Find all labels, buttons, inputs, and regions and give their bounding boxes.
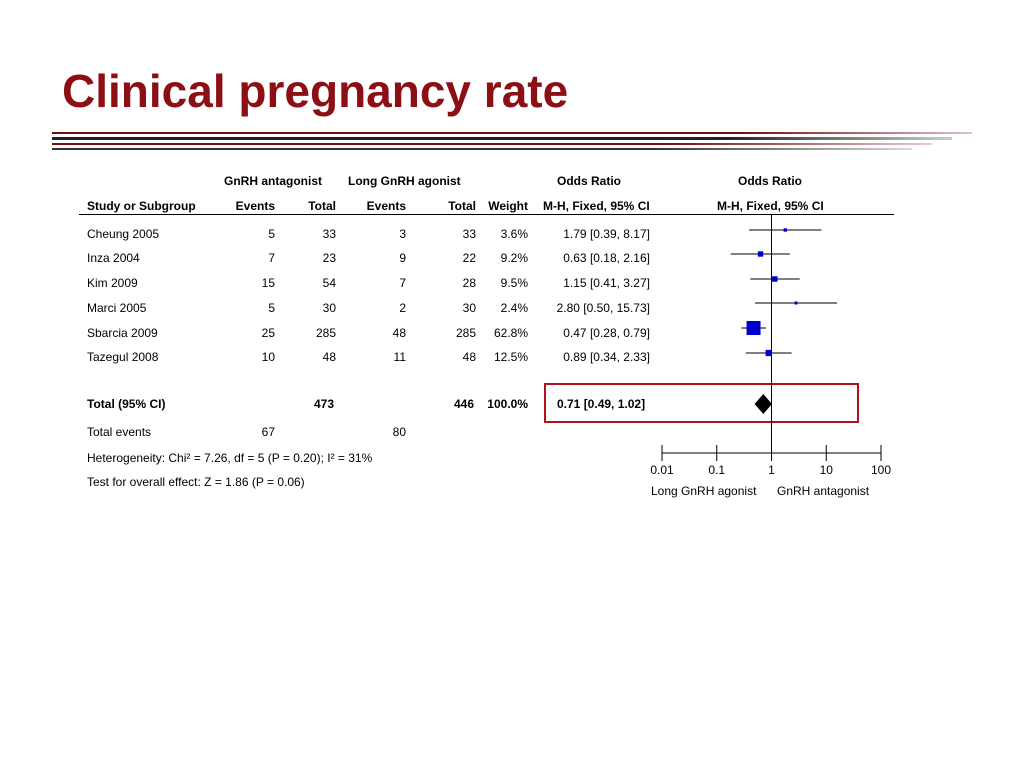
ctl-events: 2 — [399, 301, 406, 315]
total-events-ctl: 80 — [392, 425, 406, 439]
col-ctl-total: Total — [448, 199, 476, 213]
col-plot-method: M-H, Fixed, 95% CI — [717, 199, 824, 213]
ctl-total: 30 — [462, 301, 476, 315]
pooled-diamond — [754, 394, 772, 414]
weight: 12.5% — [493, 350, 528, 364]
rule-line — [52, 143, 932, 145]
or-ci: 0.71 [0.49, 1.02] — [557, 397, 646, 411]
title-underline-rules — [52, 130, 972, 154]
total-events-exp: 67 — [261, 425, 275, 439]
axis-tick-label: 1 — [768, 463, 775, 477]
header-experimental-group: GnRH antagonist — [224, 174, 322, 188]
exp-total: 48 — [322, 350, 336, 364]
axis-tick-label: 100 — [870, 463, 892, 477]
ctl-events: 48 — [392, 326, 406, 340]
rule-line — [52, 148, 912, 150]
ctl-events: 9 — [399, 251, 406, 265]
total-label: Total (95% CI) — [87, 397, 166, 411]
xlabel-left: Long GnRH agonist — [651, 484, 757, 498]
weight: 100.0% — [487, 397, 528, 411]
exp-events: 5 — [268, 301, 275, 315]
ctl-total: 28 — [462, 276, 476, 290]
ctl-events: 11 — [393, 350, 406, 364]
study-marker — [746, 321, 761, 335]
heterogeneity-text: Heterogeneity: Chi² = 7.26, df = 5 (P = … — [87, 451, 373, 465]
rule-line — [52, 132, 972, 134]
slide-title: Clinical pregnancy rate — [62, 65, 569, 117]
study-name: Sbarcia 2009 — [87, 326, 158, 340]
study-name: Cheung 2005 — [87, 227, 160, 241]
weight: 9.2% — [500, 251, 528, 265]
ctl-total: 285 — [455, 326, 476, 340]
exp-total: 473 — [313, 397, 334, 411]
exp-events: 15 — [261, 276, 275, 290]
header-odds-ratio-plot: Odds Ratio — [738, 174, 803, 188]
exp-total: 33 — [322, 227, 336, 241]
study-marker — [772, 276, 778, 282]
exp-total: 285 — [315, 326, 336, 340]
or-ci: 0.47 [0.28, 0.79] — [563, 326, 650, 340]
study-marker — [757, 251, 764, 257]
axis-tick-label: 0.1 — [708, 463, 726, 477]
weight: 3.6% — [500, 227, 528, 241]
ctl-total: 33 — [462, 227, 476, 241]
weight: 2.4% — [500, 301, 528, 315]
pooled-estimate-highlight — [544, 383, 859, 423]
axis-tick-label: 0.01 — [650, 463, 674, 477]
col-study: Study or Subgroup — [87, 199, 196, 213]
study-marker — [783, 228, 788, 232]
xlabel-right: GnRH antagonist — [777, 484, 870, 498]
or-ci: 0.63 [0.18, 2.16] — [563, 251, 650, 265]
col-ctl-events: Events — [366, 199, 406, 213]
weight: 62.8% — [493, 326, 528, 340]
exp-total: 54 — [322, 276, 336, 290]
weight: 9.5% — [500, 276, 528, 290]
exp-total: 23 — [322, 251, 336, 265]
total-events-label: Total events — [87, 425, 152, 439]
ctl-total: 22 — [462, 251, 476, 265]
exp-events: 5 — [268, 227, 275, 241]
exp-events: 10 — [261, 350, 275, 364]
exp-total: 30 — [322, 301, 336, 315]
study-name: Kim 2009 — [87, 276, 138, 290]
col-exp-events: Events — [235, 199, 275, 213]
study-name: Marci 2005 — [87, 301, 147, 315]
ctl-events: 3 — [399, 227, 406, 241]
col-or-method: M-H, Fixed, 95% CI — [543, 199, 650, 213]
study-name: Tazegul 2008 — [87, 350, 159, 364]
ctl-events: 7 — [399, 276, 406, 290]
col-weight: Weight — [488, 199, 528, 213]
or-ci: 0.89 [0.34, 2.33] — [563, 350, 650, 364]
or-ci: 1.15 [0.41, 3.27] — [563, 276, 650, 290]
ctl-total: 48 — [462, 350, 476, 364]
study-name: Inza 2004 — [87, 251, 140, 265]
ctl-total: 446 — [453, 397, 474, 411]
or-ci: 1.79 [0.39, 8.17] — [563, 227, 650, 241]
axis-tick-label: 10 — [819, 463, 833, 477]
study-marker — [765, 349, 772, 357]
col-exp-total: Total — [308, 199, 336, 213]
study-marker — [794, 301, 798, 305]
exp-events: 7 — [268, 251, 275, 265]
header-control-group: Long GnRH agonist — [348, 174, 461, 188]
rule-line — [52, 137, 952, 140]
or-ci: 2.80 [0.50, 15.73] — [556, 301, 650, 315]
exp-events: 25 — [261, 326, 275, 340]
header-odds-ratio-text: Odds Ratio — [557, 174, 622, 188]
overall-effect-text: Test for overall effect: Z = 1.86 (P = 0… — [87, 475, 305, 489]
header-divider — [79, 214, 894, 215]
